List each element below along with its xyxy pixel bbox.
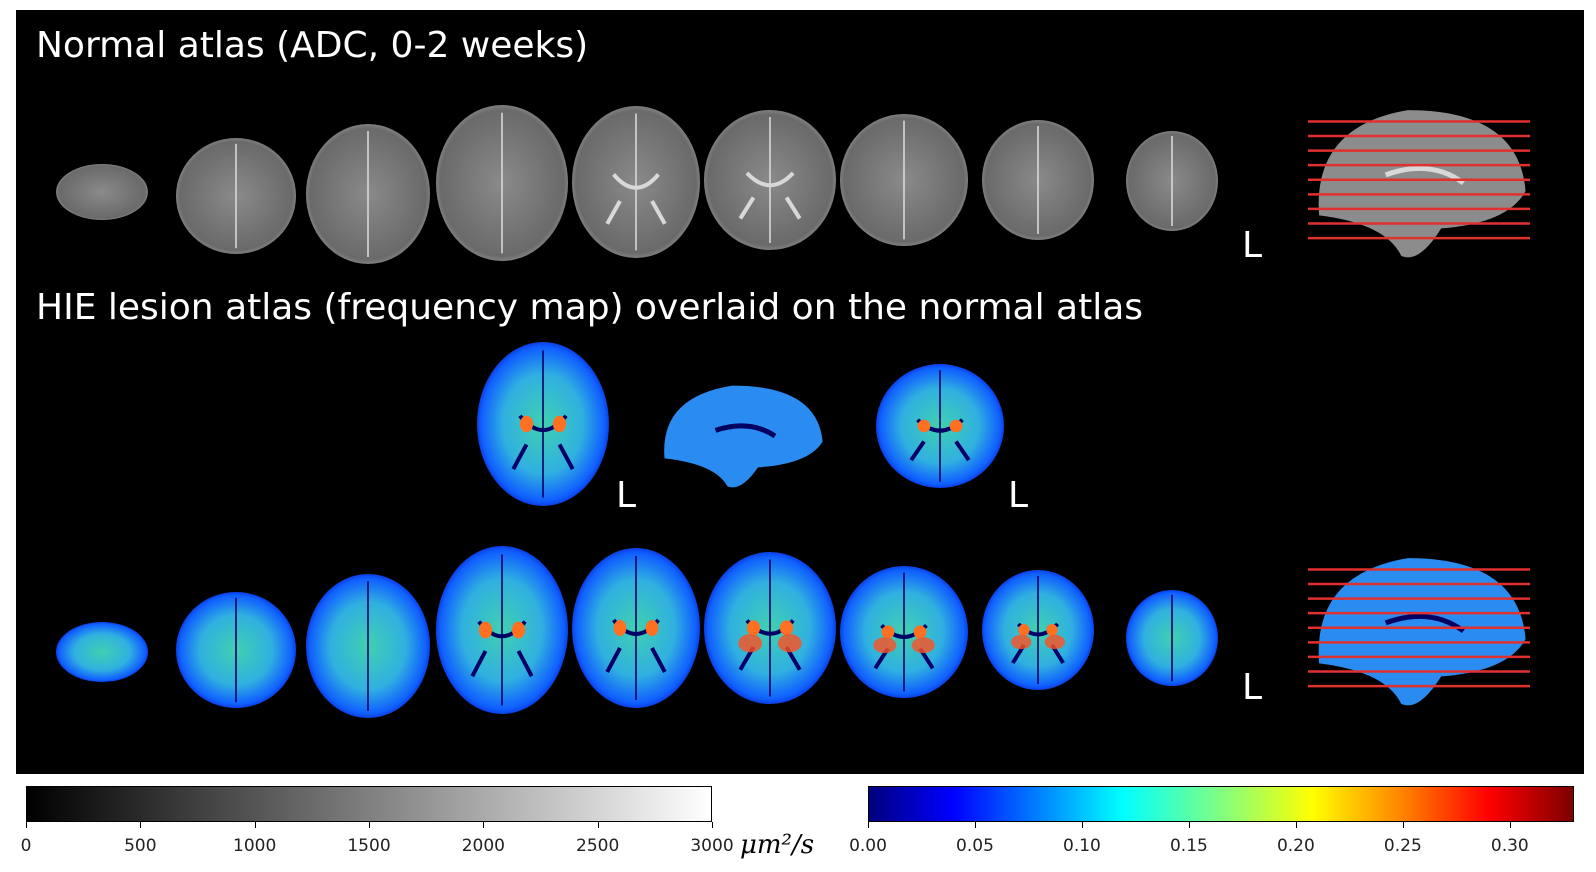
colorbar-tick-mark [1402, 822, 1404, 828]
colorbar-tick-mark [1188, 822, 1190, 828]
colorbar-tick-label: 0.20 [1276, 836, 1315, 856]
colorbar-tick-label: 500 [124, 836, 157, 856]
brain-slice-image [840, 566, 968, 698]
colorbar-tick-label: 0.15 [1169, 836, 1208, 856]
adc-colorbar [26, 786, 712, 822]
brain-slice-image [306, 574, 430, 718]
frequency-colorbar [868, 786, 1574, 822]
brain-slice-image [876, 364, 1004, 488]
colorbar-tick-mark [254, 822, 256, 828]
colorbar-tick-label: 1500 [347, 836, 391, 856]
brain-slice-image [572, 106, 700, 258]
sagittal-slice-image [1308, 110, 1530, 258]
brain-slice-image [306, 124, 430, 264]
lesion-atlas-title: HIE lesion atlas (frequency map) overlai… [36, 287, 1144, 328]
left-orientation-label: L [1008, 475, 1029, 516]
colorbar-tick-label: 0.10 [1063, 836, 1101, 856]
sagittal-slice-image [1308, 558, 1530, 706]
colorbar-tick-label: 1000 [233, 836, 277, 856]
normal-atlas-title: Normal atlas (ADC, 0-2 weeks) [36, 25, 589, 66]
brain-slice-image [56, 622, 148, 682]
figure-panel: Normal atlas (ADC, 0-2 weeks) HIE lesion… [16, 10, 1584, 774]
colorbar-tick-label: 0 [20, 836, 32, 856]
colorbar-tick-mark [140, 822, 142, 828]
colorbar-tick-mark [974, 822, 976, 828]
colorbar-tick-label: 0.00 [849, 836, 887, 856]
colorbar-tick-mark [1081, 822, 1083, 828]
colorbar-tick-mark [1295, 822, 1297, 828]
brain-slice-image [176, 592, 296, 708]
brain-slice-image [704, 110, 836, 250]
brain-slice-image [572, 548, 700, 708]
colorbar-tick-mark [597, 822, 599, 828]
brain-slice-image [982, 120, 1094, 240]
colorbar-tick-mark [26, 822, 27, 828]
colorbar-tick-label: 2000 [461, 836, 505, 856]
colorbar-tick-mark [868, 822, 869, 828]
left-orientation-label: L [616, 475, 637, 516]
colorbar-tick-label: 0.05 [956, 836, 994, 856]
brain-slice-image [704, 552, 836, 704]
left-orientation-label: L [1242, 667, 1263, 708]
colorbar-tick-mark [369, 822, 370, 828]
adc-unit-label: μm²/s [740, 830, 815, 860]
brain-slice-image [982, 570, 1094, 690]
colorbar-tick-label: 2500 [576, 836, 620, 856]
colorbar-tick-mark [483, 822, 485, 828]
sagittal-slice-image [664, 385, 823, 488]
brain-slice-image [56, 164, 148, 220]
brain-slice-image [436, 546, 568, 714]
brain-slice-image [477, 342, 609, 506]
brain-slice-image [436, 105, 568, 261]
colorbar-tick-label: 0.30 [1490, 836, 1529, 856]
left-orientation-label: L [1242, 225, 1263, 266]
brain-slice-image [1126, 131, 1218, 231]
brain-slice-image [840, 114, 968, 246]
colorbar-tick-label: 3000 [690, 836, 734, 856]
brain-slice-image [176, 138, 296, 254]
colorbar-tick-mark [1509, 822, 1511, 828]
colorbar-tick-mark [712, 822, 713, 828]
brain-slice-image [1126, 590, 1218, 686]
colorbar-tick-label: 0.25 [1383, 836, 1422, 856]
